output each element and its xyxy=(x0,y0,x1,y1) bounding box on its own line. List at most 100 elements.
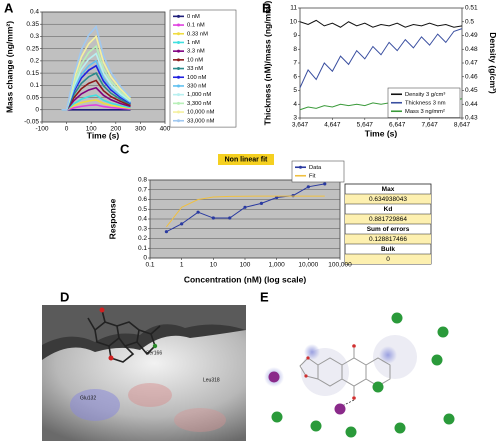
legend-label: 100 nM xyxy=(187,75,207,81)
x-tick-label: 100 xyxy=(240,262,251,269)
y2-tick-label: 0.43 xyxy=(465,115,478,122)
y-tick-label: 0.3 xyxy=(138,225,147,232)
fit-table: Max 0.634938043 Kd 0.881729864 Sum of er… xyxy=(344,183,432,265)
y2-axis-title: Density (g/cm³) xyxy=(488,32,498,94)
x-tick-label: 6,647 xyxy=(389,122,406,129)
table-cell-bg xyxy=(345,234,431,244)
legend-label: Thickness 3 nm xyxy=(405,100,446,106)
legend-marker xyxy=(299,165,302,169)
atom xyxy=(352,396,356,400)
x-tick-label: 100 xyxy=(86,126,97,133)
legend-marker xyxy=(177,93,180,97)
legend-label: Mass 3 ng/mm² xyxy=(405,109,445,115)
data-point xyxy=(211,216,215,220)
series-line xyxy=(61,104,131,111)
data-point xyxy=(306,185,310,189)
data-point xyxy=(259,201,264,205)
x-tick-label: 10 xyxy=(210,262,218,269)
y-tick-label: 6 xyxy=(293,73,297,80)
y-tick-label: -0.05 xyxy=(24,119,39,126)
legend-label: 33,000 nM xyxy=(187,118,215,124)
series-line xyxy=(61,94,131,111)
legend-marker xyxy=(177,49,180,53)
x-tick-label: 300 xyxy=(135,126,146,133)
legend-marker xyxy=(177,32,180,36)
y-tick-label: 0.6 xyxy=(138,196,147,203)
y-axis-title: Response xyxy=(107,198,117,239)
y-tick-label: 5 xyxy=(293,87,297,94)
y-tick-label: 0 xyxy=(35,106,39,113)
legend-marker xyxy=(177,23,180,27)
y-tick-label: 0.8 xyxy=(138,177,147,184)
legend-marker xyxy=(177,84,180,88)
y-tick-label: 0.4 xyxy=(138,216,147,223)
y-tick-label: 0.2 xyxy=(138,235,147,242)
table-value: 0 xyxy=(386,256,390,263)
x-tick-label: 8,647 xyxy=(454,122,471,129)
chart-title: Non linear fit xyxy=(225,156,268,163)
series-line xyxy=(61,25,132,111)
legend-label: Density 3 g/cm³ xyxy=(405,92,445,98)
x-tick-label: 4,647 xyxy=(324,122,341,129)
background-surface xyxy=(42,305,246,345)
y2-tick-label: 0.44 xyxy=(465,101,478,108)
table-header: Bulk xyxy=(381,246,395,253)
y2-tick-label: 0.47 xyxy=(465,60,478,67)
panel-label: C xyxy=(120,141,130,156)
series-line xyxy=(299,28,463,88)
y-tick-label: 0.7 xyxy=(138,186,147,193)
h-bond xyxy=(339,399,355,408)
legend-marker xyxy=(177,14,180,18)
y-tick-label: 0 xyxy=(143,255,147,262)
legend-label: 10,000 nM xyxy=(187,110,215,116)
y-axis-title: Thickness (nM)/mass (ng/mm²) xyxy=(262,0,272,125)
y-tick-label: 11 xyxy=(290,5,297,12)
atom xyxy=(352,344,356,348)
docking-render: Ser166 Leu318 Glu132 xyxy=(42,305,246,441)
y-tick-label: 0.35 xyxy=(26,21,39,28)
atom xyxy=(108,355,114,361)
legend-label: 0 nM xyxy=(187,14,200,20)
table-value: 0.881729864 xyxy=(369,216,407,223)
legend-marker xyxy=(177,75,180,79)
residue-node xyxy=(334,403,346,415)
legend-label: 33 nM xyxy=(187,66,203,72)
y-tick-label: 0.3 xyxy=(30,33,39,40)
x-tick-label: -100 xyxy=(35,126,48,133)
legend-marker xyxy=(177,119,180,123)
legend-label: 330 nM xyxy=(187,83,207,89)
x-tick-label: 0 xyxy=(65,126,69,133)
panel-label: D xyxy=(60,289,69,304)
table-value: 0.128817466 xyxy=(369,236,407,243)
legend-marker xyxy=(177,101,180,105)
exposure-halo xyxy=(304,344,320,360)
legend-marker xyxy=(177,40,180,44)
residue-label: Ser166 xyxy=(146,350,162,356)
legend-label: 10 nM xyxy=(187,57,203,63)
data-point xyxy=(228,216,232,220)
panel-label: E xyxy=(260,289,269,304)
table-header: Kd xyxy=(384,206,393,213)
table-rules xyxy=(345,193,431,255)
legend-marker xyxy=(177,58,180,62)
series-line xyxy=(299,19,463,28)
y2-tick-label: 0.51 xyxy=(465,5,478,12)
x-axis-title: Time (s) xyxy=(365,128,398,138)
table-header: Sum of errors xyxy=(367,226,410,233)
residue-nodes xyxy=(271,312,455,438)
y-tick-label: 8 xyxy=(293,46,297,53)
y-tick-label: 0.05 xyxy=(26,94,39,101)
legend-label: Fit xyxy=(309,173,316,179)
y-tick-label: 0.2 xyxy=(30,58,39,65)
y-tick-label: 7 xyxy=(293,60,297,67)
exposure-halo xyxy=(379,346,397,364)
y-tick-label: 9 xyxy=(293,32,297,39)
atom xyxy=(152,343,158,349)
y2-tick-label: 0.46 xyxy=(465,73,478,80)
legend-label: Data xyxy=(309,165,322,171)
x-tick-label: 5,647 xyxy=(357,122,374,129)
charge-patch xyxy=(174,408,226,432)
y-tick-label: 0.5 xyxy=(138,206,147,213)
residue-label: Leu318 xyxy=(203,377,220,383)
